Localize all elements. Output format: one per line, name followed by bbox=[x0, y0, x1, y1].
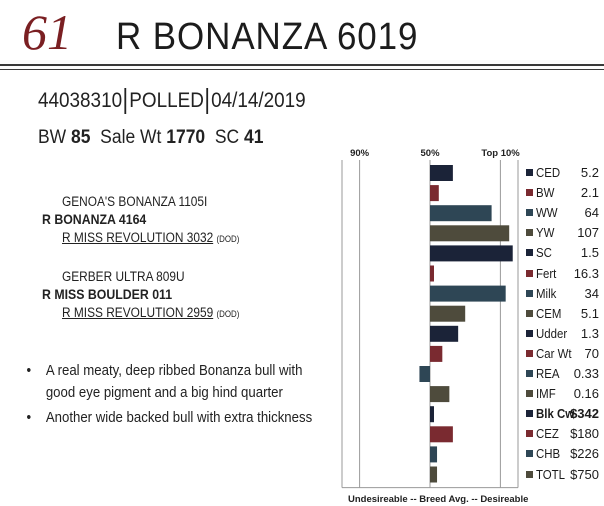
bw-label: BW bbox=[38, 127, 67, 148]
legend-swatch bbox=[526, 309, 533, 317]
trait-label: REA bbox=[536, 366, 560, 381]
trait-label: Blk Cw bbox=[536, 406, 575, 422]
id-line: 44038310 POLLED 04/14/2019 bbox=[38, 88, 306, 114]
sale-weight-value: 1770 bbox=[166, 127, 206, 148]
bullet-continuation: good eye pigment and a big hind quarter bbox=[30, 382, 320, 404]
bullet-text: Another wide backed bull with extra thic… bbox=[45, 409, 313, 426]
legend-swatch bbox=[526, 249, 533, 257]
birth-date: 04/14/2019 bbox=[211, 89, 306, 112]
chart-legend: Undesireable -- Breed Avg. -- Desireable bbox=[348, 493, 529, 505]
sire-dam: R MISS REVOLUTION 3032 bbox=[62, 230, 214, 245]
bw-value: 85 bbox=[71, 127, 91, 148]
dam-dam-note: (DOD) bbox=[216, 309, 240, 319]
trait-label: CEM bbox=[536, 305, 562, 321]
trait-value: 5.2 bbox=[580, 165, 599, 180]
legend-swatch bbox=[526, 390, 533, 398]
bullet-item: • Another wide backed bull with extra thi… bbox=[26, 407, 320, 429]
trait-value: 107 bbox=[577, 225, 599, 241]
trait-label: CHB bbox=[536, 446, 561, 462]
sire-sire: GENOA'S BONANZA 1105I bbox=[62, 194, 208, 209]
sire-dam-note: (DOD) bbox=[216, 234, 240, 244]
bullet-text: good eye pigment and a big hind quarter bbox=[45, 384, 283, 401]
trait-value: $180 bbox=[570, 426, 599, 442]
legend-swatch bbox=[526, 329, 533, 337]
legend-swatch bbox=[526, 349, 533, 357]
trait-value: 1.5 bbox=[580, 245, 599, 261]
sc-label: SC bbox=[214, 127, 240, 148]
axis-label-top10: Top 10% bbox=[481, 148, 520, 159]
animal-name: R BONANZA 6019 bbox=[116, 16, 419, 58]
axis-label-90: 90% bbox=[350, 148, 370, 159]
trait-label: Car Wt bbox=[536, 345, 572, 361]
trait-value: 0.16 bbox=[573, 386, 599, 402]
legend-swatch bbox=[526, 410, 533, 418]
trait-value: 2.1 bbox=[580, 185, 599, 201]
trait-label: YW bbox=[536, 225, 555, 241]
bullet-text: A real meaty, deep ribbed Bonanza bull w… bbox=[45, 362, 303, 379]
trait-value: $226 bbox=[570, 446, 599, 462]
sc-value: 41 bbox=[244, 127, 264, 148]
stats-line: BW 85 Sale Wt 1770 SC 41 bbox=[38, 126, 263, 150]
trait-value: 70 bbox=[584, 345, 599, 361]
trait-value: 0.33 bbox=[573, 366, 599, 381]
legend-swatch bbox=[526, 470, 533, 478]
legend-swatch bbox=[526, 269, 533, 277]
id-separator bbox=[206, 88, 209, 114]
bullet-marker: • bbox=[26, 409, 32, 426]
trait-value: 5.1 bbox=[580, 305, 599, 321]
header-rule-top bbox=[0, 64, 604, 66]
dam-dam-line: R MISS REVOLUTION 2959 (DOD) bbox=[62, 304, 239, 323]
trait-label: Milk bbox=[536, 285, 557, 301]
legend-swatch bbox=[526, 169, 533, 176]
trait-label: Udder bbox=[536, 325, 568, 341]
trait-label: WW bbox=[536, 205, 558, 221]
trait-label: TOTL bbox=[536, 466, 566, 482]
axis-label-50: 50% bbox=[420, 148, 440, 159]
trait-value: 64 bbox=[584, 205, 599, 221]
legend-swatch bbox=[526, 209, 533, 217]
dam: R MISS BOULDER 011 bbox=[42, 286, 173, 302]
dam-sire: GERBER ULTRA 809U bbox=[62, 269, 185, 284]
bullet-item: • A real meaty, deep ribbed Bonanza bull … bbox=[26, 360, 320, 382]
sire: R BONANZA 4164 bbox=[42, 211, 147, 227]
trait-value: 34 bbox=[584, 285, 599, 301]
legend-swatch bbox=[526, 189, 533, 197]
trait-value: $750 bbox=[570, 466, 599, 482]
trait-label: IMF bbox=[536, 386, 556, 402]
legend-swatch bbox=[526, 289, 533, 297]
header-rule-bottom bbox=[0, 69, 604, 70]
bullet-marker: • bbox=[26, 362, 32, 379]
polled-status: POLLED bbox=[129, 89, 204, 112]
trait-label: Fert bbox=[536, 265, 557, 281]
legend-swatch bbox=[526, 430, 533, 438]
legend-swatch bbox=[526, 229, 533, 237]
legend-swatch bbox=[526, 370, 533, 377]
sire-dam-line: R MISS REVOLUTION 3032 (DOD) bbox=[62, 229, 239, 248]
trait-label: BW bbox=[536, 185, 555, 201]
trait-label: SC bbox=[536, 245, 552, 261]
dam-dam: R MISS REVOLUTION 2959 bbox=[62, 305, 214, 320]
trait-value: $342 bbox=[570, 406, 599, 422]
trait-label: CEZ bbox=[536, 426, 559, 442]
legend-swatch bbox=[526, 450, 533, 458]
trait-value: 16.3 bbox=[573, 265, 599, 281]
trait-value: 1.3 bbox=[580, 325, 599, 341]
id-separator bbox=[124, 88, 127, 114]
trait-label: CED bbox=[536, 165, 561, 180]
lot-number: 61 bbox=[22, 4, 72, 60]
sale-weight-label: Sale Wt bbox=[100, 127, 162, 148]
registration-number: 44038310 bbox=[38, 89, 123, 112]
